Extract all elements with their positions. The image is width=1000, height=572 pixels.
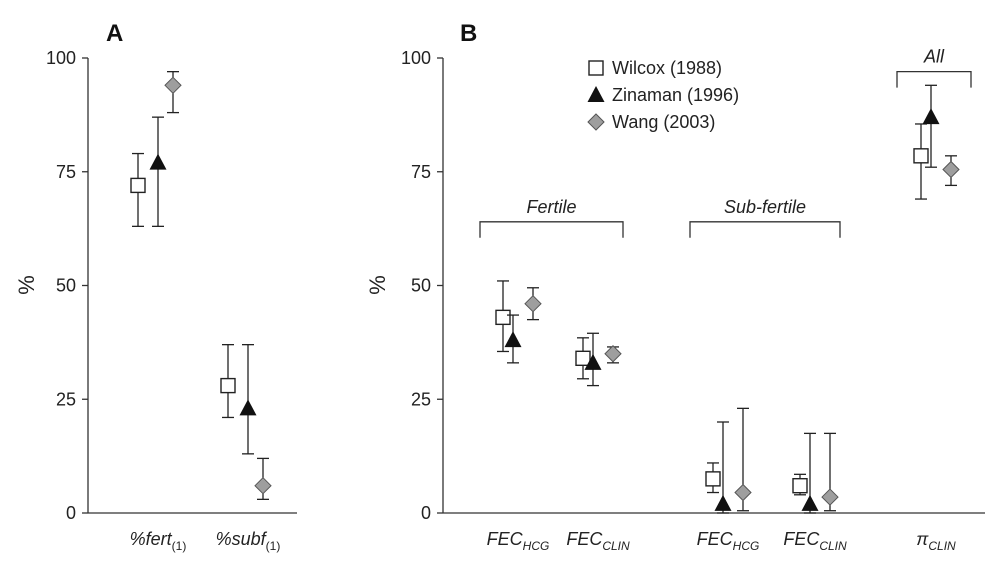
panel-b-point-zinaman (922, 84, 940, 168)
group-label: Sub-fertile (724, 197, 806, 217)
panel-b-marker-wang (942, 160, 960, 179)
panel-b-marker-wang (524, 294, 542, 313)
panel-b-marker-wang (821, 488, 839, 506)
panel-b-point-wang (604, 345, 622, 364)
panel-a-marker-wilcox (220, 377, 236, 394)
panel-b-point-wang (821, 432, 839, 512)
legend-marker-wilcox (588, 60, 604, 76)
panel-b-x-tick-label: πCLIN (916, 529, 956, 553)
panel-b-point-zinaman (504, 314, 522, 364)
group-bracket (479, 221, 624, 238)
panel-a-marker-zinaman (149, 153, 167, 170)
legend-label-zinaman: Zinaman (1996) (612, 85, 739, 105)
group-label: Fertile (526, 197, 576, 217)
panel-b-y-tick-label: 50 (411, 276, 431, 296)
panel-b-marker-wilcox (792, 478, 808, 494)
panel-a-y-tick-label: 100 (46, 48, 76, 68)
panel-b-marker-wang (604, 345, 622, 363)
panel-b-marker-zinaman (922, 108, 940, 125)
panel-a-y-tick-label: 50 (56, 276, 76, 296)
panel-b-point-wang (734, 407, 752, 512)
panel-b-y-tick-label: 25 (411, 389, 431, 409)
panel-b-marker-wilcox (495, 309, 511, 326)
panel-b-point-wilcox (913, 123, 929, 200)
panel-a-x-tick-label: %fert(1) (130, 529, 187, 553)
group-bracket (896, 71, 972, 88)
panel-b-x-tick-label: FECCLIN (783, 529, 847, 553)
panel-b-point-wilcox (792, 473, 808, 496)
panel-a-marker-wang (254, 476, 272, 495)
panel-a-y-axis-label: % (14, 275, 39, 295)
panel-b-marker-zinaman (504, 331, 522, 348)
panel-a-y-tick-label: 25 (56, 389, 76, 409)
panel-b-marker-wilcox (575, 350, 591, 366)
panel-a-y-ticks: 0 25 50 75 100 (46, 48, 88, 523)
panel-a-y-tick-label: 0 (66, 503, 76, 523)
panel-a-point-wang (254, 457, 272, 501)
panel-b-point-zinaman (584, 332, 602, 387)
legend-marker-wang (587, 113, 605, 131)
panel-b-point-wilcox (705, 462, 721, 494)
group-bracket (689, 221, 841, 238)
panel-a: A % 0 25 50 75 100 %fert(1) %subf(1) (14, 20, 297, 553)
panel-b-x-tick-label: FECHCG (487, 529, 550, 553)
panel-b-point-zinaman (801, 432, 819, 514)
panel-b-point-wang (524, 287, 542, 321)
legend-marker-zinaman (587, 86, 605, 102)
panel-b-legend: Wilcox (1988) Zinaman (1996) Wang (2003) (587, 58, 739, 132)
panel-b-marker-wang (734, 483, 752, 502)
panel-a-marker-zinaman (239, 399, 257, 416)
panel-b-marker-wilcox (705, 471, 721, 487)
panel-b-marker-zinaman (801, 494, 819, 511)
panel-a-point-wang (164, 71, 182, 114)
panel-b-group-brackets: Fertile Sub-fertile All (479, 47, 972, 238)
panel-b-point-wilcox (575, 337, 591, 380)
panel-b-marker-wilcox (913, 148, 929, 164)
panel-b: B % 0 25 50 75 100 FECHCG FECCLIN FECHCG FECCLI… (365, 20, 985, 553)
legend-label-wilcox: Wilcox (1988) (612, 58, 722, 78)
panel-a-point-wilcox (130, 152, 146, 228)
panel-a-marker-wang (164, 76, 182, 95)
panel-a-point-wilcox (220, 343, 236, 419)
panel-b-y-ticks: 0 25 50 75 100 (401, 48, 443, 523)
group-label: All (923, 47, 945, 67)
panel-b-marker-zinaman (714, 494, 732, 511)
panel-a-x-tick-label: %subf(1) (216, 529, 281, 553)
panel-a-marks (130, 71, 272, 501)
panel-b-marks (495, 84, 960, 514)
panel-b-point-wang (942, 155, 960, 187)
panel-b-x-tick-label: FECHCG (697, 529, 760, 553)
panel-b-label: B (460, 20, 477, 47)
panel-b-point-zinaman (714, 421, 732, 514)
panel-a-x-labels: %fert(1) %subf(1) (130, 529, 281, 553)
panel-b-x-labels: FECHCG FECCLIN FECHCG FECCLIN πCLIN (487, 529, 956, 553)
panel-b-marker-zinaman (584, 353, 602, 370)
panel-b-y-tick-label: 75 (411, 162, 431, 182)
panel-a-point-zinaman (239, 343, 257, 455)
panel-a-label: A (106, 20, 123, 47)
panel-a-y-tick-label: 75 (56, 162, 76, 182)
legend-label-wang: Wang (2003) (612, 112, 715, 132)
panel-b-point-wilcox (495, 280, 511, 353)
panel-a-point-zinaman (149, 116, 167, 228)
panel-b-y-axis-label: % (365, 275, 390, 295)
panel-b-y-tick-label: 100 (401, 48, 431, 68)
panel-a-marker-wilcox (130, 177, 146, 194)
panel-b-y-tick-label: 0 (421, 503, 431, 523)
panel-b-x-tick-label: FECCLIN (566, 529, 630, 553)
